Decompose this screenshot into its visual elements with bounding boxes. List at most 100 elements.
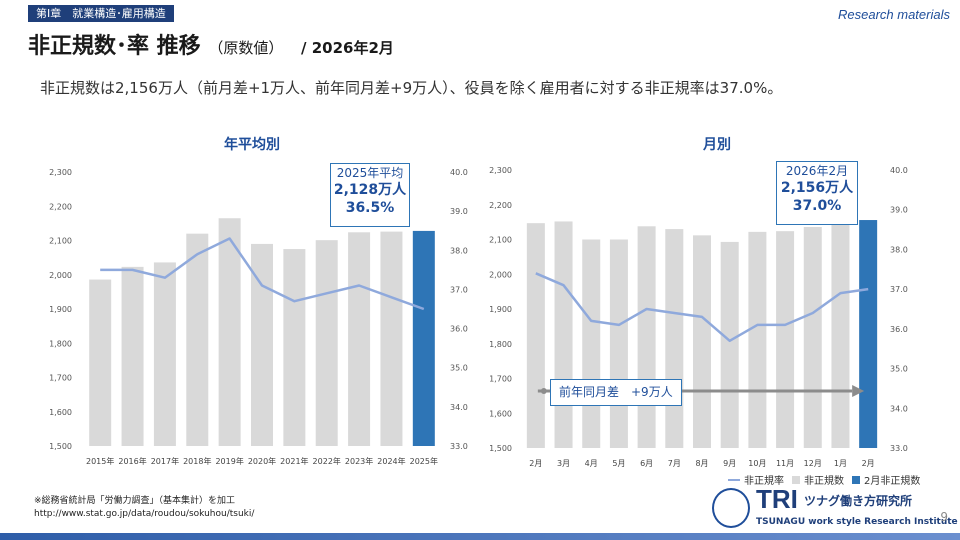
bar <box>412 230 435 446</box>
x-tick-label: 2月 <box>529 459 542 468</box>
y-right-tick-label: 33.0 <box>890 444 908 453</box>
bar <box>582 239 601 448</box>
y-left-tick-label: 2,200 <box>489 201 512 210</box>
monthly-callout: 2026年2月 2,156万人 37.0% <box>776 161 858 225</box>
tri-logo: TRI ツナグ働き方研究所 TSUNAGU work style Researc… <box>712 484 958 530</box>
bar <box>693 235 711 448</box>
x-tick-label: 2021年 <box>280 456 308 466</box>
y-right-tick-label: 37.0 <box>450 285 468 294</box>
chart-title-annual: 年平均別 <box>224 137 280 153</box>
bar <box>283 249 306 446</box>
y-left-tick-label: 1,700 <box>489 375 512 384</box>
y-right-tick-label: 39.0 <box>890 206 908 215</box>
x-tick-label: 2025年 <box>410 456 438 466</box>
bar <box>609 239 628 448</box>
bar <box>637 226 656 448</box>
bar <box>776 231 795 448</box>
annual-callout-rate: 36.5% <box>345 200 395 216</box>
x-tick-label: 7月 <box>668 459 681 468</box>
page-title: 非正規数･率 推移 （原数値） / 2026年2月 <box>28 28 394 60</box>
y-left-tick-label: 1,900 <box>489 305 512 314</box>
y-right-tick-label: 34.0 <box>890 404 908 413</box>
source-line-1: ※総務省統計局「労働力調査」（基本集計）を加工 <box>34 496 236 506</box>
bar <box>186 233 209 446</box>
magnifier-icon <box>712 488 750 528</box>
y-left-tick-label: 1,500 <box>489 444 512 453</box>
title-date: / 2026年2月 <box>301 39 394 57</box>
y-right-tick-label: 35.0 <box>890 365 908 374</box>
y-right-tick-label: 35.0 <box>450 364 468 373</box>
bottom-bar <box>0 533 960 540</box>
research-materials-label: Research materials <box>838 7 950 22</box>
source-url[interactable]: http://www.stat.go.jp/data/roudou/sokuho… <box>34 509 255 519</box>
yoy-arrow-head <box>852 385 865 397</box>
bar <box>665 229 684 448</box>
legend-line-label: 非正規率 <box>744 476 784 487</box>
x-tick-label: 2019年 <box>215 456 243 466</box>
x-tick-label: 2022年 <box>313 456 341 466</box>
legend-gray-label: 非正規数 <box>804 476 844 487</box>
monthly-legend: 非正規率 非正規数 2月非正規数 <box>728 472 920 487</box>
legend-gray-swatch <box>792 475 800 484</box>
bar <box>526 223 545 448</box>
y-right-tick-label: 38.0 <box>890 245 908 254</box>
bar <box>348 232 371 446</box>
x-tick-label: 4月 <box>585 459 598 468</box>
bar <box>859 220 878 448</box>
x-tick-label: 2024年 <box>377 456 405 466</box>
y-left-tick-label: 2,100 <box>49 237 72 246</box>
legend-line-swatch <box>728 478 740 481</box>
x-tick-label: 9月 <box>723 459 736 468</box>
y-left-tick-label: 1,700 <box>49 374 72 383</box>
x-tick-label: 2023年 <box>345 456 373 466</box>
monthly-callout-period: 2026年2月 <box>785 164 849 178</box>
y-left-tick-label: 2,300 <box>49 168 72 177</box>
yoy-arrow-start <box>540 388 547 394</box>
x-tick-label: 2020年 <box>248 456 276 466</box>
y-left-tick-label: 1,800 <box>489 340 512 349</box>
y-left-tick-label: 2,100 <box>489 236 512 245</box>
x-tick-label: 8月 <box>695 459 708 468</box>
summary-text: 非正規数は2,156万人（前月差+1万人、前年同月差+9万人）、役員を除く雇用者… <box>40 79 783 97</box>
x-tick-label: 11月 <box>776 459 794 468</box>
bar <box>251 243 273 446</box>
y-right-tick-label: 40.0 <box>450 168 468 177</box>
y-left-tick-label: 1,900 <box>49 305 72 314</box>
rate-line <box>100 237 425 311</box>
y-right-tick-label: 40.0 <box>890 166 908 175</box>
y-right-tick-label: 36.0 <box>890 325 908 334</box>
monthly-callout-rate: 37.0% <box>792 198 842 214</box>
bar <box>748 231 767 448</box>
x-tick-label: 12月 <box>804 459 822 468</box>
x-tick-label: 1月 <box>834 459 847 468</box>
y-right-tick-label: 36.0 <box>450 325 468 334</box>
x-tick-label: 2016年 <box>118 456 146 466</box>
legend-blue-swatch <box>852 475 860 484</box>
monthly-callout-count: 2,156万人 <box>780 180 854 196</box>
annual-callout-count: 2,128万人 <box>333 182 407 198</box>
logo-en-name: TSUNAGU work style Research Institute <box>756 517 958 527</box>
bar <box>315 240 338 446</box>
x-tick-label: 6月 <box>640 459 653 468</box>
bar <box>121 266 144 446</box>
y-left-tick-label: 1,500 <box>49 442 72 451</box>
x-tick-label: 2017年 <box>151 456 179 466</box>
x-tick-label: 2015年 <box>86 456 114 466</box>
x-tick-label: 3月 <box>557 459 570 468</box>
logo-mark: TRI <box>756 484 798 514</box>
title-main: 非正規数･率 推移 <box>28 34 201 59</box>
y-left-tick-label: 2,200 <box>49 202 72 211</box>
title-sub: （原数値） <box>208 39 284 57</box>
rate-line <box>535 272 869 343</box>
source-note: ※総務省統計局「労働力調査」（基本集計）を加工 http://www.stat.… <box>34 495 254 521</box>
page-number: 9 <box>940 510 948 524</box>
legend-blue-label: 2月非正規数 <box>864 476 921 487</box>
bar <box>831 220 850 448</box>
annual-callout: 2025年平均 2,128万人 36.5% <box>330 163 410 227</box>
yoy-arrow-label: 前年同月差 +9万人 <box>550 379 682 406</box>
bar <box>803 226 822 448</box>
bar <box>720 241 739 448</box>
y-left-tick-label: 2,300 <box>489 166 512 175</box>
y-right-tick-label: 33.0 <box>450 442 468 451</box>
y-left-tick-label: 2,000 <box>49 271 72 280</box>
